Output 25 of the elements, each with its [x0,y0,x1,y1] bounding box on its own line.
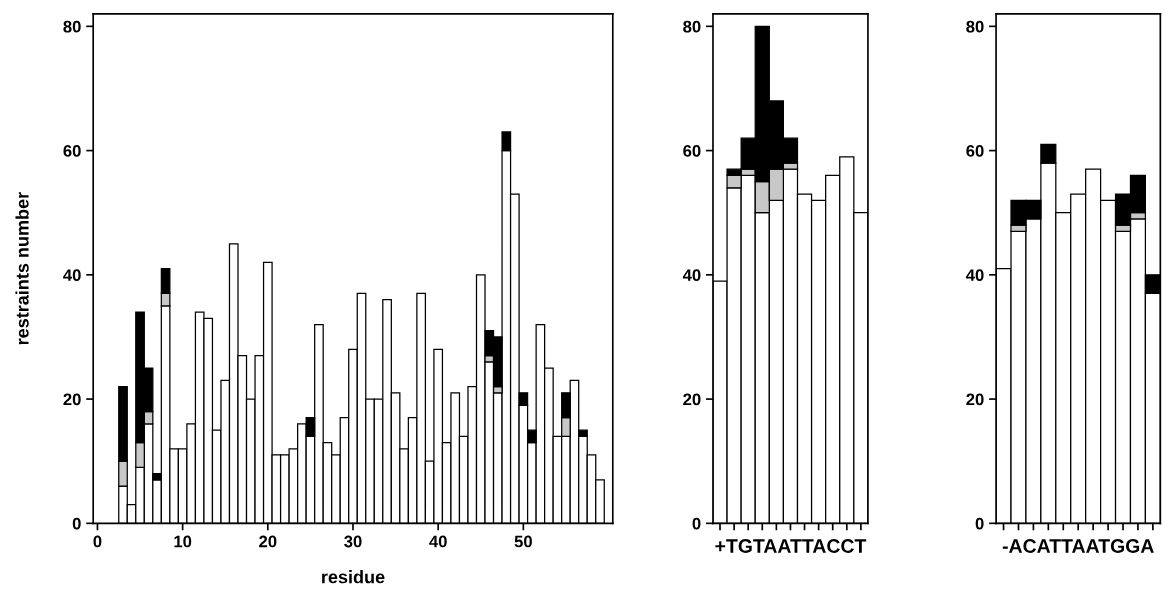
y-tick-label: 80 [683,20,701,33]
y-tick-label: 0 [975,517,984,530]
y-tick-label: 80 [966,20,984,33]
x-axis-title: +TGTAATTACCT [715,539,867,553]
x-axis-title: -ACATTAATGGA [1002,539,1154,553]
y-tick-label: 20 [63,393,81,406]
x-tick-label: 0 [93,535,102,548]
x-tick-label: 20 [259,535,277,548]
y-tick-label: 40 [682,269,701,282]
y-tick-label: 60 [63,144,81,157]
x-tick-label: 30 [344,535,362,548]
x-tick-label: 40 [429,535,447,548]
y-tick-label: 20 [966,393,984,406]
y-tick-label: 60 [966,144,984,157]
y-tick-label: 20 [683,393,701,406]
y-tick-label: 40 [63,269,81,282]
y-tick-label: 60 [683,144,701,157]
y-tick-label: 40 [965,269,984,282]
x-tick-label: 50 [514,535,532,548]
y-tick-label: 0 [692,517,701,530]
x-axis-title: residue [322,570,385,584]
x-tick-label: 10 [174,535,192,548]
y-axis-title: restraints number [15,192,29,345]
y-tick-label: 80 [63,20,81,33]
y-tick-label: 0 [72,517,81,530]
